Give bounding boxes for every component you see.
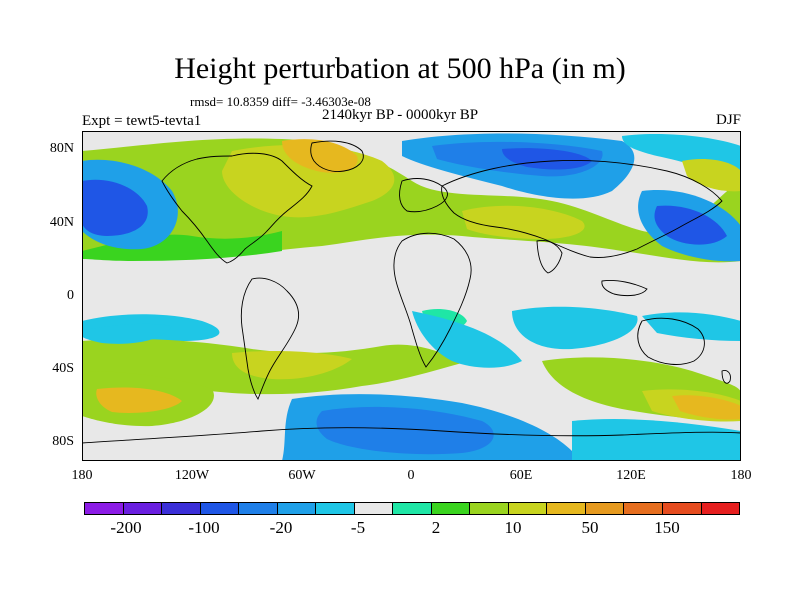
colorbar-label: -100 [188, 518, 220, 537]
lon-tick: 180 [730, 468, 752, 483]
plot-title: Height perturbation at 500 hPa (in m) [174, 52, 626, 85]
colorbar-swatch [624, 503, 663, 514]
contour-eurasia-deep [502, 148, 592, 170]
colorbar-swatch [316, 503, 355, 514]
coast-indonesia [601, 280, 648, 297]
colorbar-swatch [547, 503, 586, 514]
lon-tick: 120E [616, 468, 646, 483]
colorbar-swatch [85, 503, 124, 514]
coast-europe [399, 178, 448, 213]
colorbar-swatch [470, 503, 509, 514]
lon-tick: 0 [407, 468, 415, 483]
colorbar-label: 2 [431, 518, 441, 537]
contour-far-east-positive [682, 159, 741, 192]
lon-tick: 60W [288, 468, 316, 483]
coast-greenland [310, 140, 364, 172]
colorbar-swatch [200, 503, 240, 514]
colorbar-swatch [354, 503, 394, 514]
colorbar-swatch [123, 503, 163, 514]
experiment-label: Expt = tewt5-tevta1 [82, 113, 202, 129]
colorbar-swatch [277, 503, 317, 514]
colorbar-swatch [239, 503, 278, 514]
contour-field [82, 131, 741, 461]
period-subtitle: 2140kyr BP - 0000kyr BP [322, 107, 479, 123]
coast-africa [393, 232, 472, 368]
coast-india [536, 240, 563, 274]
coastlines [82, 140, 741, 444]
colorbar-swatch [662, 503, 702, 514]
colorbar [84, 502, 740, 515]
coast-new-zealand [721, 370, 731, 384]
colorbar-swatch [393, 503, 432, 514]
contour-sh-east-core [672, 395, 741, 420]
colorbar-label: 50 [581, 518, 599, 537]
contour-sh-positive-core [232, 351, 352, 380]
coast-antarctica [82, 427, 741, 444]
contour-southern-ocean-east [572, 419, 741, 461]
colorbar-swatch [701, 503, 740, 514]
lat-tick: 80N [49, 141, 74, 156]
contour-sh-pacific-core-2 [96, 387, 182, 413]
colorbar-swatch [508, 503, 548, 514]
colorbar-label: -5 [350, 518, 366, 537]
colorbar-label: -200 [110, 518, 142, 537]
colorbar-swatch [162, 503, 201, 514]
coast-north-america [161, 152, 313, 264]
coast-asia [441, 160, 723, 258]
colorbar-label: 10 [504, 518, 522, 537]
contour-greenland-core [282, 139, 358, 173]
lon-tick: 60E [509, 468, 533, 483]
coast-australia [637, 317, 705, 365]
map-frame [82, 131, 741, 461]
contour-sh-atlantic-negative [82, 323, 172, 344]
coast-south-america [240, 277, 299, 400]
rmsd-diff-stats: rmsd= 10.8359 diff= -3.46303e-08 [190, 94, 371, 109]
height-perturbation-map [82, 131, 741, 461]
lon-tick: 180 [71, 468, 93, 483]
contour-nw-pacific-core [654, 205, 727, 245]
colorbar-swatch [431, 503, 471, 514]
contour-indian-ocean [512, 306, 638, 350]
contour-nh-strong-positive-2 [462, 205, 585, 239]
colorbar-label: 150 [654, 518, 680, 537]
contour-tropical-pacific-east [642, 312, 741, 341]
contour-sh-tropics-negative [412, 311, 522, 368]
colorbar-swatch [585, 503, 625, 514]
lat-tick: 0 [67, 288, 74, 303]
season-label: DJF [715, 112, 741, 128]
lon-tick: 120W [174, 468, 210, 483]
contour-pacific-negative-core [82, 179, 148, 236]
colorbar-label: -20 [269, 518, 293, 537]
lat-tick: 80S [52, 434, 74, 449]
lat-tick: 40N [49, 215, 74, 230]
contour-nh-edge-green [82, 231, 282, 261]
lat-tick: 40S [52, 361, 74, 376]
contour-southern-ocean-core [316, 406, 494, 455]
